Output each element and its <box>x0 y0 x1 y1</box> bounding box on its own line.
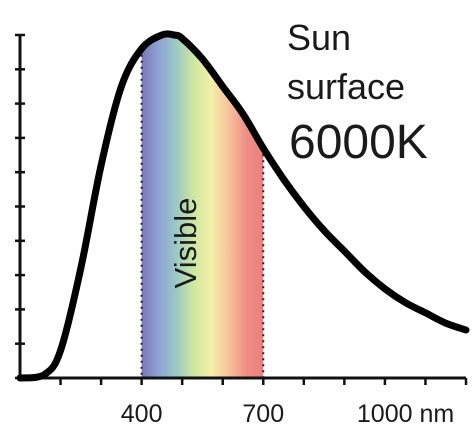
x-axis-ticks <box>59 378 468 385</box>
x-tick-label: 1000 nm <box>357 400 454 428</box>
annotation-temperature: 6000K <box>289 116 428 169</box>
axes: 400 700 1000 nm <box>15 33 468 428</box>
x-tick-label: 400 <box>121 400 163 428</box>
x-tick-label: 700 <box>242 400 284 428</box>
visible-band-label: Visible <box>168 198 203 289</box>
spectrum-curve <box>16 30 470 382</box>
annotation-block: Sun surface 6000K <box>287 17 428 169</box>
annotation-line-surface: surface <box>287 66 405 107</box>
x-axis-tick-labels: 400 700 1000 nm <box>121 400 454 428</box>
annotation-line-sun: Sun <box>287 17 351 58</box>
